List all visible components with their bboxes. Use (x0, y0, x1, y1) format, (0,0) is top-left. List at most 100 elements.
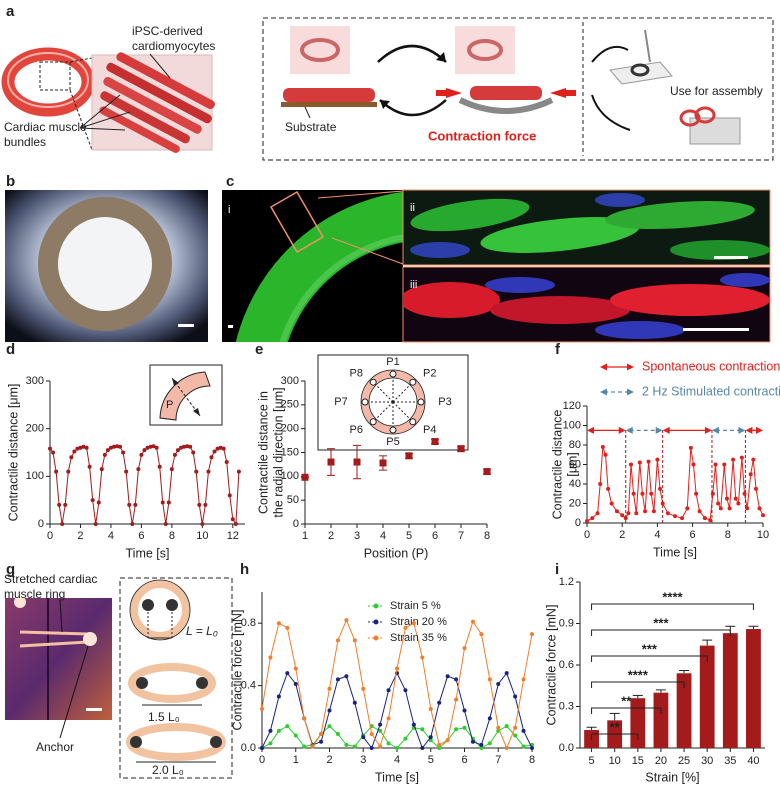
point (403, 736, 408, 741)
point (121, 450, 126, 455)
force-arrow (446, 88, 462, 98)
significance-bracket (591, 603, 754, 610)
y-tick-label: 50 (287, 494, 299, 506)
y-tick-label: 0.8 (241, 617, 256, 629)
post (166, 599, 178, 611)
point (163, 522, 168, 526)
y-tick-label: 20 (569, 497, 581, 509)
point (224, 460, 229, 465)
point (462, 725, 467, 730)
point (276, 728, 281, 733)
point (739, 455, 744, 460)
point (127, 502, 132, 507)
point (694, 491, 699, 496)
x-tick-label: 25 (678, 755, 690, 767)
point (133, 502, 138, 507)
zoom-line (69, 89, 93, 151)
ring-icon (694, 106, 716, 124)
point (437, 746, 442, 750)
arrowhead (172, 378, 179, 386)
y-tick-label: 0.6 (559, 659, 574, 671)
point (386, 688, 391, 693)
point (631, 491, 636, 496)
cell-label: cardiomyocytes (132, 39, 215, 53)
point (718, 506, 723, 511)
x-tick-label: 3 (354, 530, 360, 542)
diameter (392, 381, 414, 403)
anchor-label: Anchor (36, 740, 74, 754)
point (72, 449, 77, 454)
point (172, 452, 177, 457)
point (454, 697, 459, 702)
zoom-box (269, 190, 325, 254)
point (609, 501, 614, 506)
point (268, 741, 273, 746)
zoom-box (39, 61, 71, 91)
inset-contracted (455, 26, 515, 74)
ring-stretched (128, 663, 216, 703)
step-arrow (591, 46, 629, 63)
substrate-bent (458, 97, 554, 114)
arrowhead (587, 426, 594, 434)
point (590, 516, 595, 521)
diameter (392, 401, 414, 423)
point (352, 700, 357, 705)
bundle-label: bundles (4, 135, 46, 149)
point (513, 694, 518, 699)
length-label: 2.0 L₀ (152, 763, 184, 777)
point (335, 677, 340, 682)
point (487, 677, 492, 682)
y-tick-label: 0 (38, 518, 44, 530)
ring-image (38, 197, 172, 331)
x-axis-label: Strain [%] (645, 770, 699, 784)
force-arrow (436, 90, 446, 96)
point (335, 731, 340, 736)
point (188, 444, 193, 449)
x-tick-label: 4 (380, 530, 386, 542)
x-tick-label: 6 (690, 529, 696, 541)
point (646, 459, 651, 464)
point (293, 666, 298, 671)
point (142, 448, 147, 453)
point (203, 502, 208, 507)
point (487, 741, 492, 746)
ring-stretched (126, 723, 226, 761)
arrowhead (745, 426, 753, 434)
point (93, 522, 98, 526)
point (182, 444, 187, 449)
significance-bracket (591, 733, 639, 740)
zoom-line (331, 237, 404, 265)
position-dot (369, 418, 377, 426)
point (215, 446, 220, 451)
point (716, 501, 721, 506)
point (191, 450, 196, 455)
post (136, 677, 148, 689)
y-tick-label: 80 (569, 439, 581, 451)
point (218, 445, 223, 450)
pointer (149, 53, 171, 79)
x-tick-label: 12 (227, 530, 239, 542)
point (293, 733, 298, 738)
pointer (59, 599, 63, 633)
assembly-label: Use for assembly (670, 84, 763, 98)
point (710, 491, 715, 496)
arrowhead (600, 363, 607, 371)
pointer (79, 94, 121, 129)
point (51, 450, 56, 455)
significance-label: **** (628, 667, 649, 682)
point (660, 501, 665, 506)
ring-on-post (630, 63, 650, 77)
panel-label: d (6, 341, 15, 358)
scale-bar (86, 708, 102, 711)
point (160, 500, 165, 505)
arrowhead (193, 408, 200, 416)
x-tick-label: 4 (108, 530, 114, 542)
post (142, 599, 154, 611)
post (130, 736, 142, 748)
point (658, 486, 663, 491)
x-tick-label: 0 (259, 754, 265, 766)
point (748, 472, 753, 477)
point (151, 444, 156, 449)
position-label: P8 (349, 368, 362, 380)
